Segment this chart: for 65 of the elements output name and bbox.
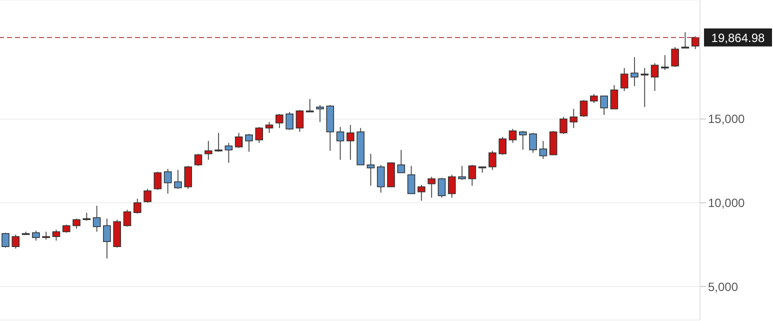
- candlestick: [488, 150, 496, 170]
- candlestick: [650, 62, 659, 92]
- candlestick: [448, 174, 456, 198]
- candlestick: [458, 165, 466, 180]
- candlestick: [276, 113, 284, 128]
- candlestick: [630, 56, 638, 87]
- candlestick: [2, 232, 10, 248]
- ref-line-label: 19,864.98: [711, 30, 766, 45]
- candlestick: [214, 132, 222, 152]
- candlestick: [336, 126, 344, 160]
- candlestick: [366, 153, 375, 186]
- candlestick: [590, 93, 598, 104]
- candlestick: [387, 162, 395, 188]
- candlestick: [418, 184, 426, 202]
- y-tick-label: 10,000: [708, 196, 746, 210]
- candlestick: [224, 142, 233, 164]
- candlestick: [468, 164, 476, 186]
- candlestick: [438, 177, 446, 198]
- candlestick: [184, 165, 192, 190]
- candlestick: [580, 100, 588, 118]
- candlestick: [640, 68, 649, 108]
- candlestick: [234, 132, 243, 148]
- candlestick: [204, 140, 212, 160]
- candlestick: [32, 230, 40, 242]
- candlestick: [549, 130, 558, 156]
- candlestick: [498, 136, 506, 156]
- candlestick: [610, 84, 618, 110]
- candlestick: [164, 168, 172, 194]
- candlestick: [194, 153, 202, 166]
- candlestick: [92, 205, 101, 232]
- candlestick: [72, 218, 80, 230]
- candlestick: [600, 96, 608, 116]
- y-tick-label: 15,000: [708, 112, 746, 126]
- candlestick: [123, 209, 132, 228]
- candlestick: [376, 164, 385, 194]
- candlestick: [661, 54, 669, 71]
- candlestick: [539, 140, 548, 160]
- candlestick: [12, 234, 20, 250]
- candlestick: [296, 109, 304, 132]
- candlestick: [518, 130, 527, 150]
- candlestick: [133, 198, 142, 214]
- candlestick: [52, 229, 60, 242]
- candlestick: [265, 121, 274, 134]
- candlestick: [255, 126, 264, 144]
- y-tick-label: 5,000: [708, 280, 738, 294]
- candlestick: [245, 133, 253, 152]
- candlestick: [428, 176, 436, 198]
- candlestick: [144, 188, 152, 204]
- candlestick: [316, 104, 324, 122]
- candlestick: [681, 32, 690, 49]
- candlestick: [154, 171, 162, 190]
- candlestick: [286, 111, 294, 130]
- candlestick: [529, 132, 537, 154]
- candlestick: [508, 128, 517, 144]
- candlestick: [570, 108, 578, 128]
- candlestick: [397, 149, 406, 174]
- candlestick: [671, 46, 679, 68]
- candlestick: [691, 36, 700, 50]
- candlestick: [620, 68, 628, 92]
- candlestick: [560, 116, 568, 134]
- candlestick: [407, 165, 416, 194]
- candlestick: [346, 124, 354, 160]
- candlestick: [103, 218, 111, 260]
- candlestick: [306, 98, 314, 112]
- candlestick: [174, 169, 182, 190]
